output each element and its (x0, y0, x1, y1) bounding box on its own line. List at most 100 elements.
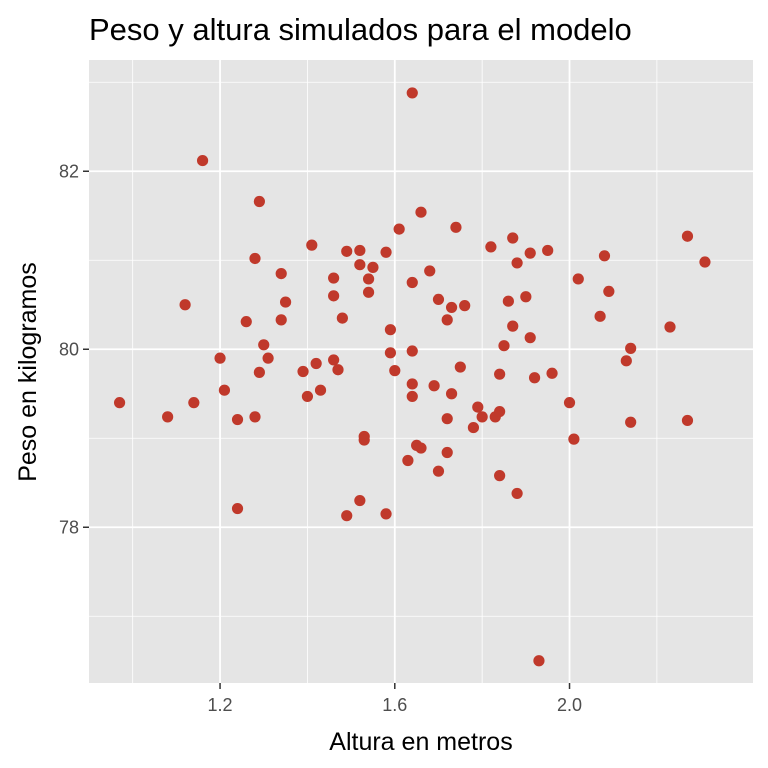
data-point (406, 390, 418, 403)
data-point (297, 365, 309, 378)
data-point (231, 502, 244, 515)
data-point (494, 470, 506, 482)
data-point (594, 310, 606, 322)
data-point (485, 241, 497, 253)
data-point (467, 421, 480, 434)
data-point (445, 301, 458, 314)
data-point (598, 250, 611, 262)
data-point (188, 397, 200, 409)
x-axis: 1.2 1.6 2.0 (208, 683, 582, 715)
data-point (459, 300, 471, 312)
data-point (249, 252, 261, 265)
data-point (406, 378, 418, 390)
data-point (214, 352, 226, 364)
plot-panel (89, 60, 753, 683)
y-tick-label: 80 (59, 339, 79, 359)
data-point (341, 245, 353, 257)
data-point (367, 261, 379, 273)
data-point (454, 361, 466, 373)
x-tick-label: 1.6 (382, 695, 407, 715)
data-point (498, 340, 510, 352)
data-point (275, 314, 287, 326)
data-point (354, 259, 366, 271)
data-point (231, 413, 244, 426)
data-point (494, 405, 506, 418)
data-point (275, 268, 287, 280)
data-point (472, 401, 484, 413)
data-point (406, 345, 418, 357)
data-point (415, 206, 427, 218)
data-point (681, 414, 694, 427)
data-point (249, 411, 261, 423)
data-points (113, 87, 711, 667)
y-axis: 78 80 82 (59, 161, 89, 537)
data-point (113, 397, 126, 409)
data-point (258, 339, 270, 351)
data-point (162, 411, 174, 423)
major-gridlines (89, 60, 753, 683)
x-tick-label: 2.0 (557, 695, 582, 715)
data-point (507, 320, 519, 332)
data-point (310, 357, 322, 370)
data-point (528, 372, 541, 384)
data-point (625, 416, 637, 428)
data-point (494, 368, 506, 380)
data-point (328, 272, 340, 284)
data-point (424, 265, 436, 277)
x-axis-title: Altura en metros (329, 728, 512, 756)
data-point (432, 465, 445, 477)
data-point (664, 321, 676, 333)
data-point (542, 244, 554, 257)
data-point (314, 384, 327, 396)
data-point (524, 247, 536, 259)
data-point (328, 290, 340, 302)
data-point (179, 299, 191, 311)
data-point (354, 244, 366, 257)
data-point (262, 352, 274, 364)
data-point (380, 246, 392, 258)
data-point (699, 256, 711, 268)
data-point (572, 273, 584, 285)
data-point (406, 276, 418, 289)
data-point (358, 434, 370, 446)
data-point (546, 367, 558, 379)
data-point (428, 380, 440, 392)
data-point (393, 223, 405, 235)
data-point (196, 154, 209, 167)
data-point (625, 342, 637, 354)
data-point (332, 364, 344, 376)
data-point (620, 355, 632, 367)
y-tick-label: 78 (59, 517, 79, 537)
data-point (563, 397, 576, 409)
data-point (341, 510, 353, 522)
data-point (279, 296, 292, 308)
data-point (380, 508, 392, 520)
data-point (402, 454, 414, 467)
data-point (354, 494, 366, 507)
data-point (389, 365, 401, 377)
minor-gridlines (89, 60, 753, 683)
data-point (524, 332, 536, 344)
data-point (240, 316, 252, 328)
data-point (681, 230, 694, 242)
data-point (502, 295, 514, 307)
data-point (432, 293, 445, 306)
data-point (253, 366, 265, 378)
data-point (441, 314, 453, 326)
data-point (306, 239, 318, 251)
data-point (301, 390, 314, 403)
data-point (384, 347, 397, 359)
data-point (328, 354, 340, 366)
data-point (441, 413, 453, 425)
data-point (253, 195, 265, 208)
data-point (218, 384, 231, 396)
data-point (533, 655, 545, 667)
data-point (511, 487, 523, 500)
data-point (568, 433, 580, 445)
x-tick-label: 1.2 (208, 695, 233, 715)
y-tick-label: 82 (59, 161, 79, 181)
data-point (362, 286, 375, 298)
data-point (445, 388, 458, 400)
data-point (384, 324, 397, 336)
